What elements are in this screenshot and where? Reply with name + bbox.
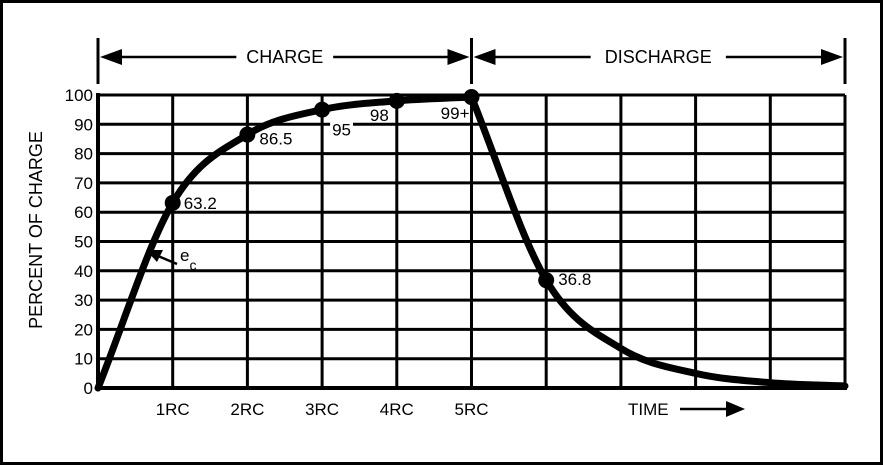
x-tick-labels: 1RC 2RC 3RC 4RC 5RC (156, 400, 489, 419)
x-tick-label: 3RC (305, 400, 339, 419)
region-arrow-head-left (100, 49, 122, 65)
region-bracket: CHARGE (96, 38, 473, 84)
x-tick-label: 4RC (380, 400, 414, 419)
ec-label-subscript: c (189, 257, 196, 273)
region-label: DISCHARGE (605, 47, 712, 67)
y-tick-labels: 0 10 20 30 40 50 60 70 80 90 100 (65, 86, 93, 398)
region-label: CHARGE (246, 47, 323, 67)
axes (96, 93, 847, 390)
x-tick-label: 2RC (230, 400, 264, 419)
y-tick-label: 80 (74, 145, 93, 164)
region-bracket: DISCHARGE (470, 38, 847, 84)
y-tick-label: 40 (74, 262, 93, 281)
time-arrow (680, 401, 745, 417)
data-point-label: 99+ (441, 104, 470, 123)
data-point-marker (538, 272, 555, 289)
ec-label-main: e (180, 246, 189, 265)
region-arrow-head-right (447, 49, 470, 65)
ec-annotation: ec (146, 246, 196, 273)
x-tick-label: 5RC (454, 400, 488, 419)
data-point-label: 95 (332, 121, 351, 140)
x-axis-label: TIME (628, 400, 669, 419)
ec-label: ec (180, 246, 196, 273)
data-point-label: 98 (370, 106, 389, 125)
region-brackets: CHARGE DISCHARGE (96, 38, 847, 84)
y-tick-label: 20 (74, 320, 93, 339)
y-tick-label: 0 (84, 379, 93, 398)
data-point-label-backing (330, 120, 354, 140)
data-point-marker (164, 194, 181, 211)
data-point-marker (314, 101, 331, 118)
data-point-label: 86.5 (259, 130, 292, 149)
discharge-curve (468, 93, 849, 390)
grid (96, 93, 847, 390)
y-tick-label: 100 (65, 86, 93, 105)
region-arrow-head-right (821, 49, 843, 65)
y-tick-label: 70 (74, 174, 93, 193)
y-axis-label: PERCENT OF CHARGE (26, 131, 46, 329)
region-arrow-head-left (473, 49, 496, 65)
data-point-marker (463, 89, 480, 106)
data-point-label: 63.2 (184, 194, 217, 213)
data-point-label: 36.8 (558, 270, 591, 289)
data-point-marker (239, 126, 256, 143)
y-tick-label: 60 (74, 203, 93, 222)
y-tick-label: 10 (74, 350, 93, 369)
y-tick-label: 30 (74, 291, 93, 310)
ec-arrow (146, 250, 178, 266)
y-tick-label: 90 (74, 115, 93, 134)
data-point-marker (388, 92, 405, 109)
marked-points: 63.2 86.5 95 98 99+ 36.8 (164, 89, 591, 289)
x-tick-label: 1RC (156, 400, 190, 419)
y-tick-label: 50 (74, 233, 93, 252)
